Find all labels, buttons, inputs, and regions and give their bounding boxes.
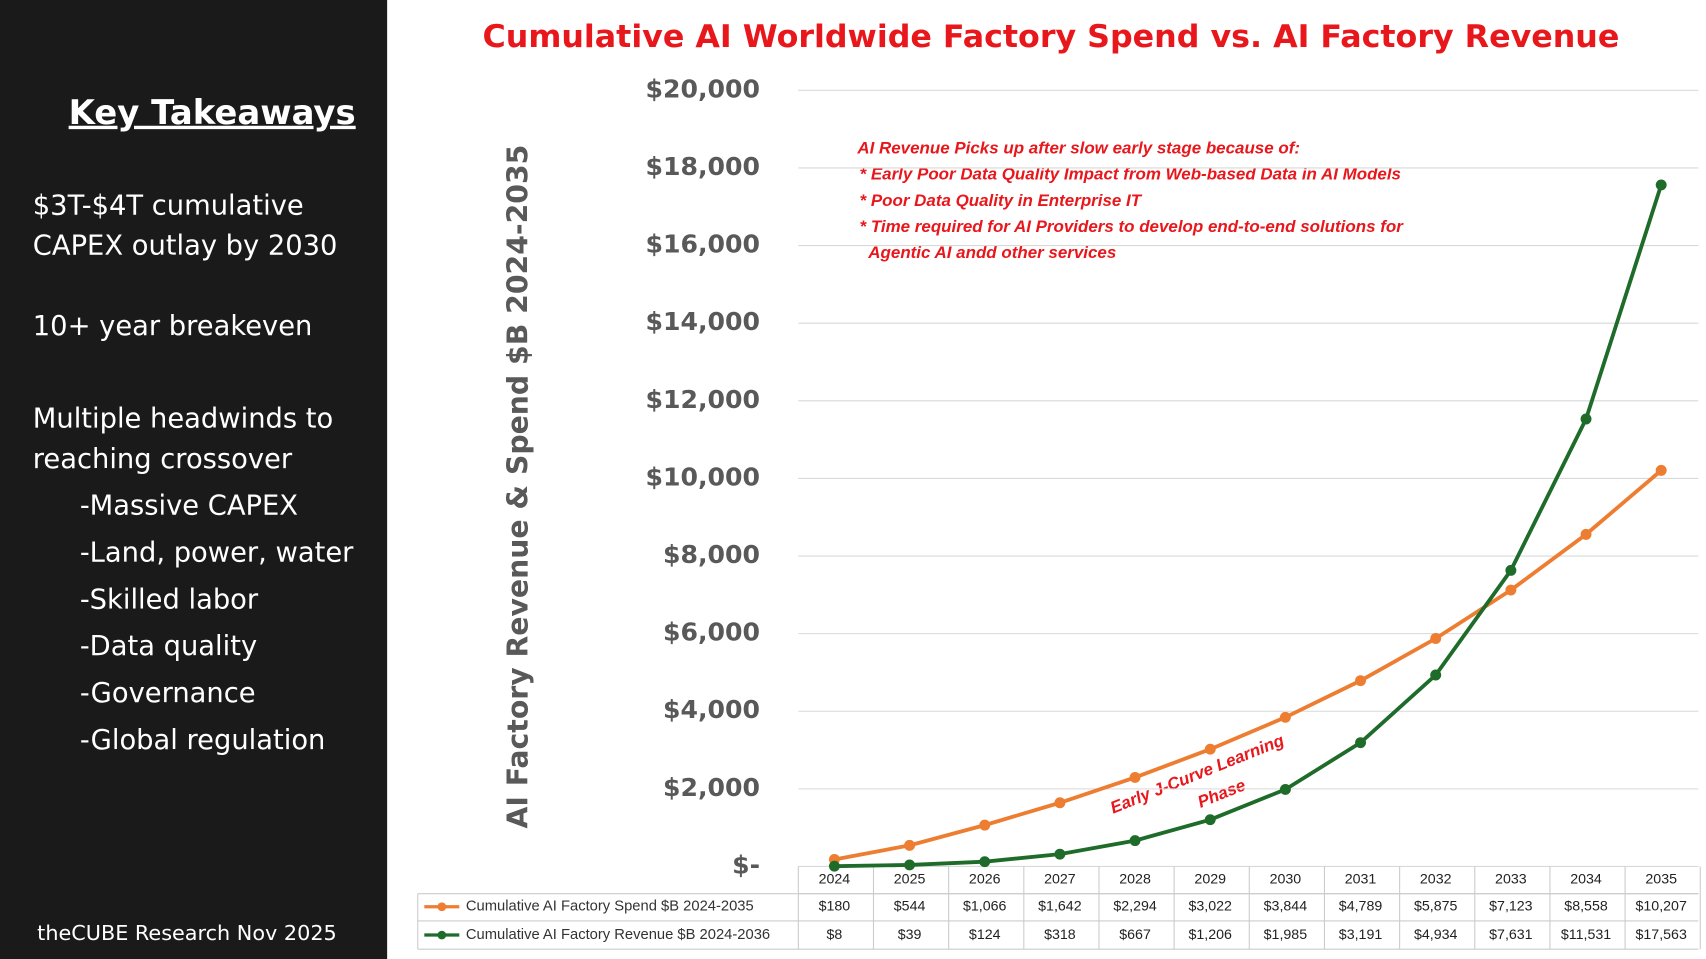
- sidebar-text: $3T-$4T cumulative: [33, 190, 304, 221]
- point: [1129, 835, 1141, 847]
- annotation: * Poor Data Quality in Enterprise IT: [860, 191, 1143, 210]
- table-value: $4,789: [1339, 899, 1383, 915]
- sidebar-text: reaching crossover: [33, 444, 293, 475]
- x-tick-label: 2024: [819, 871, 851, 887]
- line-series: [834, 184, 1664, 869]
- headwind: -Global regulation: [80, 725, 326, 756]
- table-value: $1,985: [1264, 927, 1308, 943]
- chart-title: Cumulative AI Worldwide Factory Spend vs…: [482, 19, 1619, 55]
- point: [1430, 669, 1442, 681]
- table-value: $10,207: [1636, 899, 1687, 915]
- point: [904, 859, 916, 871]
- table-value: $8: [827, 927, 843, 943]
- point: [1279, 784, 1291, 795]
- point: [1129, 772, 1141, 783]
- table-value: $2,294: [1113, 899, 1157, 915]
- annotation: Agentic AI andd other services: [867, 243, 1116, 262]
- point: [1580, 528, 1592, 540]
- point: [979, 856, 991, 868]
- table-value: $318: [1044, 927, 1076, 943]
- annotation: * Early Poor Data Quality Impact from We…: [860, 165, 1401, 184]
- y-tick-label: $12,000: [646, 385, 760, 414]
- annotation: * Time required for AI Providers to deve…: [860, 217, 1405, 236]
- y-axis-title: AI Factory Revenue & Spend $B 2024-2035: [501, 145, 534, 829]
- point: [1505, 584, 1517, 596]
- point: [1355, 675, 1367, 687]
- table-value: $3,191: [1339, 927, 1383, 943]
- legend-marker: [437, 902, 447, 912]
- x-tick-label: 2029: [1194, 871, 1226, 887]
- x-tick-label: 2032: [1420, 871, 1452, 887]
- table-value: $3,844: [1264, 899, 1308, 915]
- x-tick-label: 2030: [1270, 871, 1302, 887]
- x-tick-label: 2027: [1044, 871, 1076, 887]
- point: [904, 839, 916, 851]
- table-value: $11,531: [1561, 927, 1611, 943]
- phase-group: Early J-Curve Learning Phase: [1108, 730, 1288, 817]
- table-value: $5,875: [1414, 899, 1458, 915]
- table-value: $7,631: [1489, 927, 1533, 943]
- x-tick-label: 2035: [1645, 871, 1677, 887]
- table-value: $17,563: [1636, 927, 1687, 943]
- point: [1204, 814, 1216, 826]
- table-value: $1,642: [1038, 899, 1082, 915]
- table-value: $4,934: [1414, 927, 1458, 943]
- y-tick-label: $6,000: [663, 618, 760, 647]
- table-value: $7,123: [1489, 899, 1533, 915]
- sidebar-bg: [0, 0, 388, 959]
- point: [1655, 464, 1667, 476]
- point: [1355, 737, 1367, 749]
- x-tick-label: 2034: [1570, 871, 1602, 887]
- point: [1204, 743, 1216, 755]
- table-value: $8,558: [1564, 899, 1608, 915]
- point: [1655, 179, 1667, 191]
- y-tick-label: $20,000: [646, 74, 760, 103]
- table-value: $1,206: [1188, 927, 1232, 943]
- table-value: $124: [969, 927, 1001, 943]
- y-tick-label: $18,000: [646, 152, 760, 181]
- point: [1505, 564, 1517, 576]
- table-value: $39: [898, 927, 922, 943]
- point: [1054, 848, 1066, 860]
- point: [1054, 797, 1066, 809]
- table-value: $544: [894, 899, 926, 915]
- headwind: -Massive CAPEX: [80, 491, 298, 522]
- legend-marker: [437, 930, 447, 940]
- table-value: $180: [819, 899, 851, 915]
- point: [828, 860, 840, 872]
- headwind: -Governance: [80, 678, 256, 709]
- x-tick-label: 2033: [1495, 871, 1527, 887]
- y-tick-label: $14,000: [646, 307, 760, 336]
- y-tick-label: $2,000: [663, 773, 760, 802]
- line-series: [834, 468, 1663, 862]
- x-tick-label: 2028: [1119, 871, 1151, 887]
- table-value: $1,066: [963, 899, 1007, 915]
- legend-label: Cumulative AI Factory Spend $B 2024-2035: [466, 899, 754, 915]
- headwind: -Data quality: [80, 631, 257, 662]
- y-tick-label: $16,000: [646, 230, 760, 259]
- x-tick-label: 2031: [1345, 871, 1377, 887]
- headwind: -Skilled labor: [80, 584, 259, 615]
- headwind: -Land, power, water: [80, 538, 354, 569]
- y-tick-label: $-: [732, 851, 760, 880]
- legend-label: Cumulative AI Factory Revenue $B 2024-20…: [466, 927, 770, 943]
- x-tick-label: 2026: [969, 871, 1001, 887]
- point: [1279, 711, 1291, 723]
- sidebar-title: Key Takeaways: [69, 93, 356, 132]
- sidebar-text: CAPEX outlay by 2030: [33, 231, 338, 262]
- point: [1580, 413, 1592, 425]
- source: theCUBE Research Nov 2025: [37, 921, 337, 945]
- point: [1430, 633, 1442, 644]
- sidebar-text: Multiple headwinds to: [33, 404, 333, 435]
- y-tick-label: $10,000: [646, 462, 760, 491]
- point: [979, 819, 991, 831]
- y-tick-label: $4,000: [663, 695, 760, 724]
- table-value: $667: [1119, 927, 1151, 943]
- table-value: $3,022: [1188, 899, 1232, 915]
- annotation: AI Revenue Picks up after slow early sta…: [856, 139, 1300, 158]
- sidebar-text: 10+ year breakeven: [33, 311, 313, 342]
- y-tick-label: $8,000: [663, 540, 760, 569]
- x-tick-label: 2025: [894, 871, 926, 887]
